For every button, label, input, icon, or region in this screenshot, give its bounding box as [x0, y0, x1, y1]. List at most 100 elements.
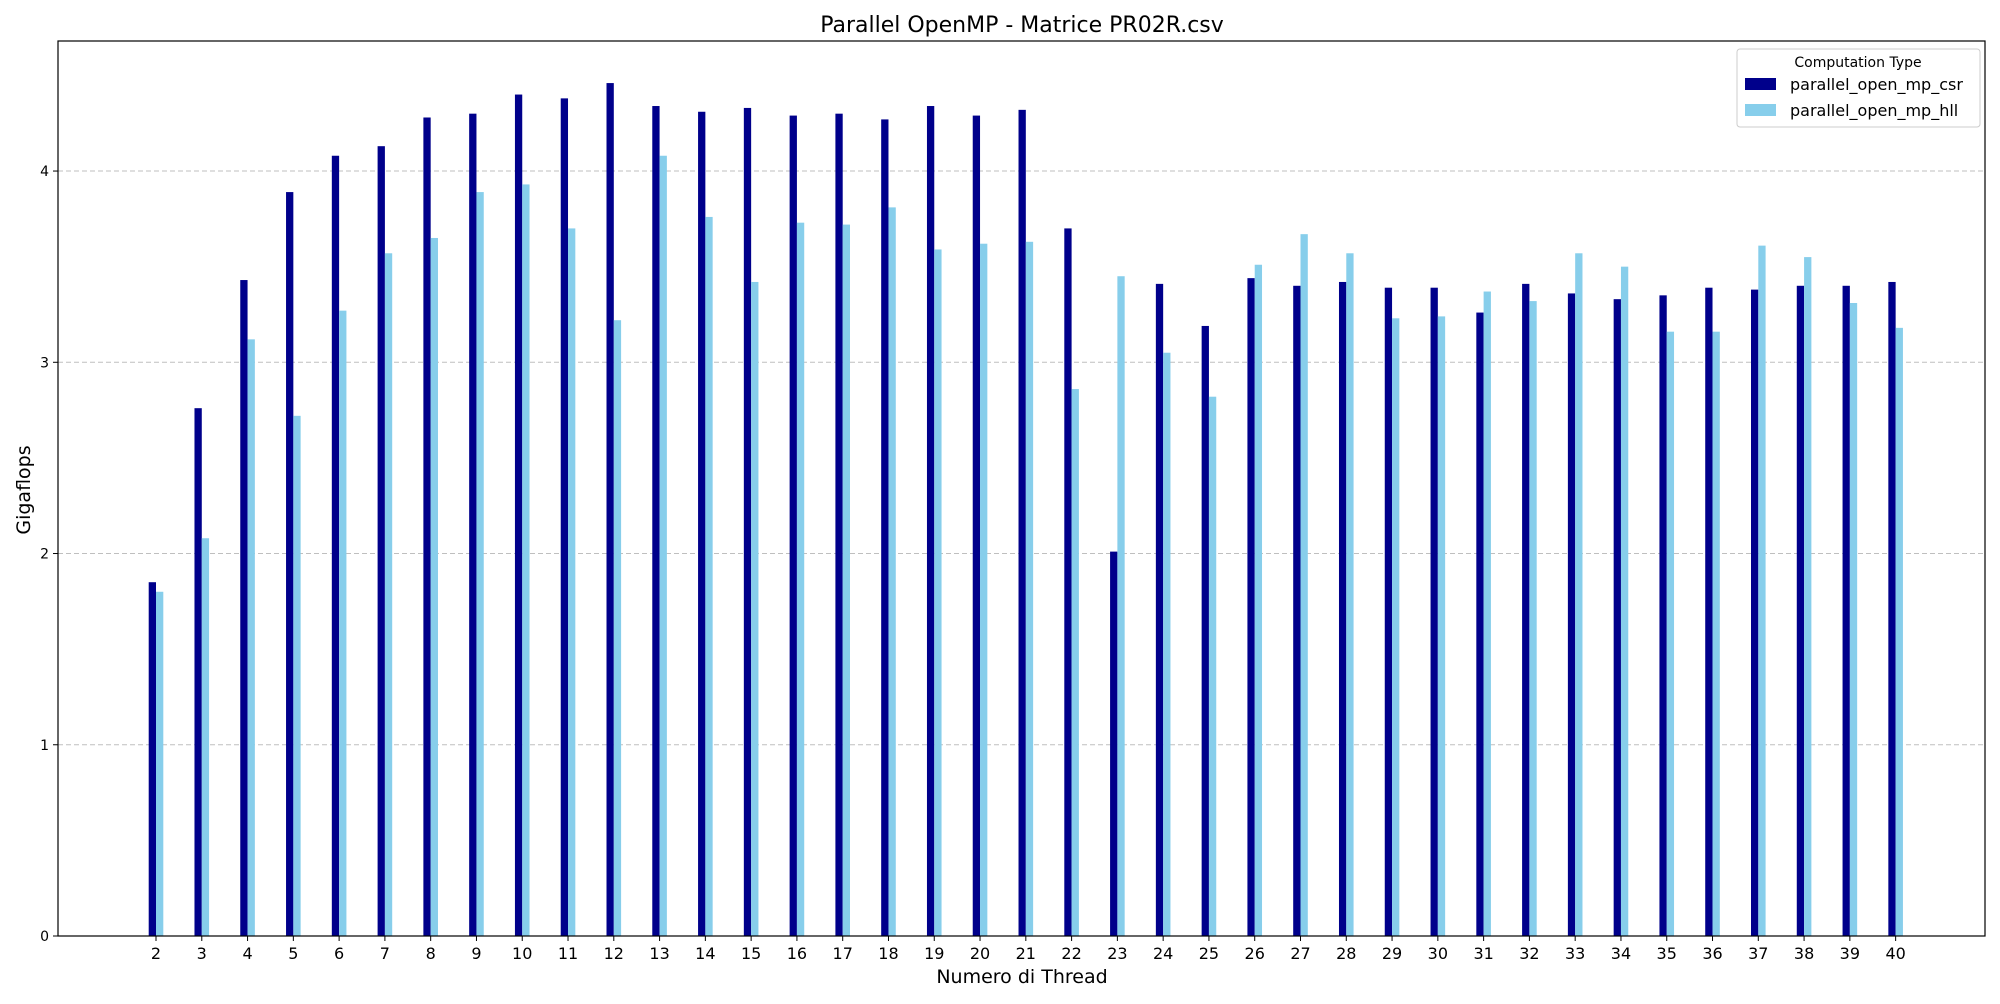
bar-parallel-open-mp-hll-29 [1392, 318, 1400, 936]
bar-parallel-open-mp-hll-6 [339, 310, 347, 936]
x-tick-label: 26 [1245, 944, 1265, 963]
bar-parallel-open-mp-csr-19 [926, 106, 935, 937]
bar-parallel-open-mp-csr-15 [743, 107, 752, 936]
bar-parallel-open-mp-hll-9 [476, 192, 484, 937]
bar-parallel-open-mp-csr-26 [1247, 278, 1255, 937]
bar-parallel-open-mp-csr-23 [1110, 551, 1118, 936]
bar-parallel-open-mp-hll-3 [201, 538, 210, 936]
x-tick-label: 23 [1107, 944, 1127, 963]
chart-title: Parallel OpenMP - Matrice PR02R.csv [820, 13, 1224, 38]
bar-parallel-open-mp-hll-30 [1437, 316, 1446, 936]
x-tick-label: 40 [1885, 944, 1905, 963]
bar-parallel-open-mp-csr-21 [1018, 109, 1026, 937]
bar-parallel-open-mp-hll-28 [1346, 253, 1354, 936]
x-tick-label: 7 [380, 944, 390, 963]
x-tick-label: 5 [288, 944, 298, 963]
bar-parallel-open-mp-csr-22 [1064, 228, 1072, 936]
x-tick-label: 25 [1199, 944, 1219, 963]
bar-parallel-open-mp-csr-2 [148, 582, 156, 936]
bar-parallel-open-mp-csr-36 [1705, 287, 1713, 936]
bar-parallel-open-mp-hll-40 [1895, 327, 1903, 936]
x-tick-label: 21 [1016, 944, 1036, 963]
bar-parallel-open-mp-csr-25 [1201, 325, 1209, 936]
legend-swatch-csr [1745, 78, 1776, 90]
x-tick-label: 35 [1657, 944, 1677, 963]
y-axis-label: Gigaflops [13, 445, 35, 534]
bar-parallel-open-mp-csr-27 [1293, 285, 1301, 936]
x-tick-label: 28 [1336, 944, 1356, 963]
bar-parallel-open-mp-csr-8 [423, 117, 431, 936]
x-tick-label: 12 [604, 944, 624, 963]
bar-parallel-open-mp-csr-35 [1659, 295, 1667, 937]
y-tick-label: 2 [40, 547, 49, 563]
bar-parallel-open-mp-hll-8 [430, 237, 438, 936]
bar-parallel-open-mp-hll-17 [842, 224, 850, 937]
bar-parallel-open-mp-hll-14 [705, 216, 713, 936]
bar-parallel-open-mp-hll-34 [1620, 266, 1629, 937]
x-tick-label: 15 [741, 944, 761, 963]
x-tick-label: 27 [1290, 944, 1310, 963]
x-tick-label: 39 [1840, 944, 1860, 963]
x-tick-label: 29 [1382, 944, 1402, 963]
bar-parallel-open-mp-hll-31 [1483, 291, 1491, 936]
bar-parallel-open-mp-csr-24 [1155, 283, 1164, 937]
bar-parallel-open-mp-hll-36 [1712, 331, 1720, 937]
x-tick-label: 13 [649, 944, 669, 963]
bar-parallel-open-mp-hll-11 [568, 228, 576, 936]
plot-area-frame [57, 40, 1986, 937]
x-tick-label: 31 [1473, 944, 1493, 963]
y-tick-label: 0 [40, 929, 49, 945]
y-tick-label: 3 [40, 355, 49, 371]
bar-parallel-open-mp-hll-26 [1254, 264, 1263, 936]
bar-parallel-open-mp-csr-17 [835, 113, 843, 936]
bar-parallel-open-mp-csr-32 [1522, 283, 1530, 937]
bar-parallel-open-mp-csr-31 [1476, 312, 1484, 936]
x-tick-label: 37 [1748, 944, 1768, 963]
bar-parallel-open-mp-csr-16 [789, 115, 797, 937]
bar-parallel-open-mp-csr-5 [286, 192, 294, 937]
legend-label-hll: parallel_open_mp_hll [1790, 101, 1958, 121]
bar-parallel-open-mp-hll-5 [293, 415, 301, 936]
x-axis-label: Numero di Thread [936, 966, 1107, 988]
bar-parallel-open-mp-hll-7 [384, 253, 393, 936]
bar-parallel-open-mp-hll-13 [659, 155, 667, 936]
bar-parallel-open-mp-csr-34 [1613, 299, 1621, 936]
x-tick-label: 38 [1794, 944, 1814, 963]
bar-parallel-open-mp-hll-37 [1758, 245, 1766, 936]
bar-parallel-open-mp-csr-29 [1384, 287, 1393, 936]
legend-title: Computation Type [1794, 55, 1921, 71]
bar-parallel-open-mp-csr-13 [652, 106, 660, 937]
bar-parallel-open-mp-hll-24 [1163, 352, 1171, 936]
bar-parallel-open-mp-csr-11 [560, 98, 569, 936]
bar-parallel-open-mp-csr-12 [606, 83, 614, 937]
x-tick-label: 14 [695, 944, 715, 963]
bar-parallel-open-mp-hll-38 [1804, 257, 1812, 936]
bar-parallel-open-mp-csr-38 [1796, 285, 1805, 936]
x-tick-label: 22 [1061, 944, 1081, 963]
x-tick-label: 10 [512, 944, 532, 963]
bar-parallel-open-mp-hll-19 [934, 249, 942, 936]
x-tick-label: 16 [787, 944, 807, 963]
bar-parallel-open-mp-csr-30 [1430, 287, 1438, 936]
x-tick-label: 34 [1611, 944, 1631, 963]
x-tick-label: 11 [558, 944, 578, 963]
bar-parallel-open-mp-csr-18 [881, 119, 889, 936]
bar-parallel-open-mp-csr-39 [1842, 285, 1850, 936]
legend-label-csr: parallel_open_mp_csr [1790, 75, 1963, 95]
x-tick-label: 2 [151, 944, 161, 963]
bar-parallel-open-mp-csr-9 [469, 113, 477, 936]
bar-parallel-open-mp-hll-21 [1025, 241, 1034, 937]
bar-parallel-open-mp-csr-40 [1888, 281, 1896, 936]
bar-parallel-open-mp-hll-39 [1849, 302, 1858, 936]
bar-parallel-open-mp-hll-10 [522, 184, 530, 936]
bar-parallel-open-mp-hll-32 [1529, 301, 1537, 937]
bar-parallel-open-mp-csr-4 [240, 280, 248, 936]
x-tick-label: 4 [242, 944, 252, 963]
bar-parallel-open-mp-csr-10 [514, 94, 523, 937]
x-tick-label: 9 [471, 944, 481, 963]
x-tick-label: 33 [1565, 944, 1585, 963]
y-tick-label: 1 [40, 738, 49, 754]
